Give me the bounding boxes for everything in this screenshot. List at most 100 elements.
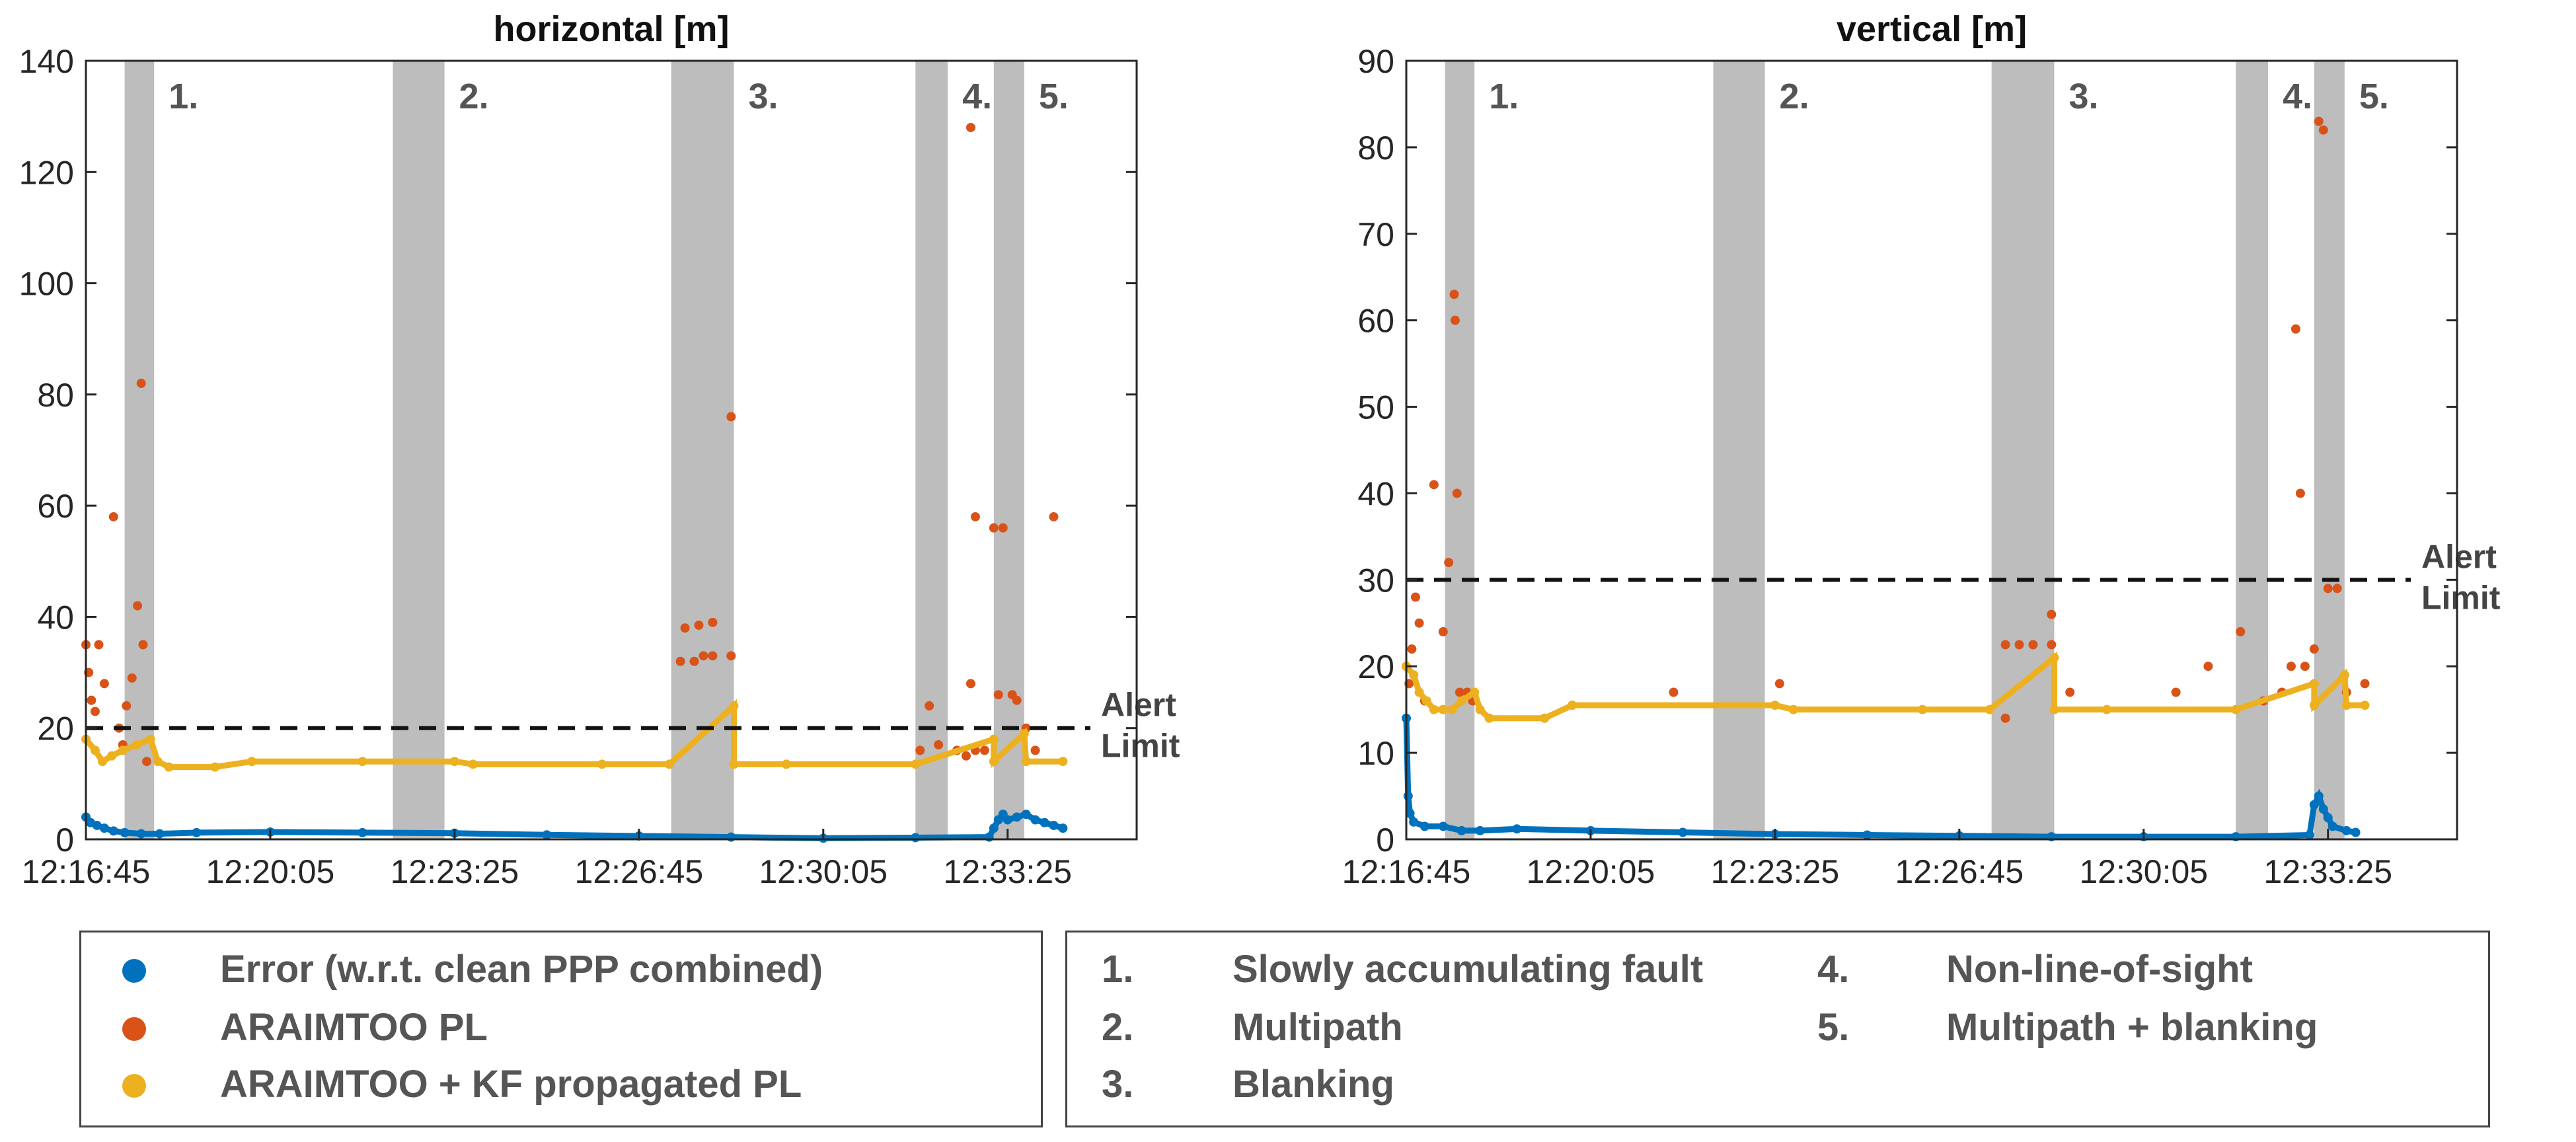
fault-region-2 — [1713, 61, 1765, 839]
fault-4-number: 4. — [1817, 948, 1850, 991]
data-point — [127, 673, 137, 683]
fault-5-number: 5. — [1817, 1006, 1850, 1049]
fault-2-number: 2. — [1102, 1006, 1134, 1049]
data-point — [2295, 488, 2305, 498]
charts-canvas: 1. 2. 3. 4. 5.AlertLimit02040608010012014012… — [19, 9, 2501, 890]
fault-2-name: Multipath — [1232, 1006, 1403, 1049]
fault-region-label-1: 1. — [169, 77, 198, 116]
fault-region-label-1: 1. — [1489, 77, 1519, 116]
chart-panel-horizontal: 1. 2. 3. 4. 5. Alert Limit 0 20 40 60 80 100 120 140 12… — [19, 9, 1180, 890]
legend-marker-kf-pl — [122, 1074, 146, 1098]
data-point — [1450, 315, 1460, 325]
fault-region-label-3: 3. — [749, 77, 778, 116]
fault-region-label-4: 4. — [962, 77, 992, 116]
data-point — [2047, 640, 2057, 650]
data-point — [2000, 713, 2010, 723]
x-tick-label: 12:16:45 — [22, 853, 151, 890]
data-point — [708, 651, 718, 661]
data-point — [99, 679, 109, 689]
data-point — [1444, 558, 1454, 568]
data-point — [708, 617, 718, 627]
y-tick-label: 60 — [1357, 303, 1394, 340]
alert-limit-label-1: Alert — [2421, 538, 2497, 575]
y-tick-label: 80 — [37, 377, 74, 414]
data-point — [133, 601, 143, 611]
x-tick-label: 12:33:25 — [943, 853, 1072, 890]
y-tick-label: 10 — [1357, 735, 1394, 772]
data-point — [1049, 512, 1059, 521]
series-0-points — [81, 810, 1068, 843]
data-point — [961, 751, 971, 761]
x-tick-label: 12:30:05 — [2079, 853, 2208, 890]
data-point — [1429, 480, 1439, 490]
axes-box — [1405, 59, 2458, 841]
data-point — [915, 745, 925, 755]
fault-region-3 — [671, 61, 734, 839]
fault-3-number: 3. — [1102, 1063, 1134, 1106]
y-tick-label: 90 — [1357, 43, 1394, 80]
data-point — [1030, 745, 1040, 755]
data-point — [998, 523, 1008, 533]
data-point — [1452, 488, 1462, 498]
fault-region-3 — [1991, 61, 2055, 839]
data-point — [675, 656, 685, 666]
alert-limit-label-1: Alert — [1101, 687, 1176, 724]
legend-marker-araimtoo-pl — [122, 1017, 146, 1041]
chart-title: vertical [m] — [1837, 9, 2027, 49]
data-point — [2332, 584, 2342, 593]
data-point — [1012, 695, 1022, 705]
y-tick-label: 50 — [1357, 389, 1394, 426]
fault-5-name: Multipath + blanking — [1946, 1006, 2318, 1049]
chart-panel-vertical: 1. 2. 3. 4. 5. Alert Limit 0 10 20 30 40 50 60 70 80 90 1… — [1342, 9, 2501, 890]
data-point — [2047, 609, 2057, 619]
y-tick-label: 100 — [19, 266, 74, 303]
series-0-line — [1403, 718, 2357, 840]
x-tick-label: 12:20:05 — [206, 853, 335, 890]
data-point — [2309, 644, 2319, 654]
alert-limit-label-2: Limit — [1101, 728, 1180, 765]
data-point — [2300, 662, 2310, 671]
y-tick-label: 60 — [37, 488, 74, 525]
data-point — [2014, 640, 2024, 650]
data-point — [979, 745, 989, 755]
fault-region-label-2: 2. — [459, 77, 489, 116]
data-point — [2286, 662, 2296, 671]
x-tick-label: 12:20:05 — [1527, 853, 1655, 890]
series-1-points — [1402, 116, 2370, 723]
series-2-line — [83, 699, 1063, 771]
data-point — [2171, 687, 2181, 697]
y-tick-label: 40 — [37, 599, 74, 636]
legend-label-error: Error (w.r.t. clean PPP combined) — [220, 948, 823, 991]
fault-4-name: Non-line-of-sight — [1946, 948, 2253, 991]
x-tick-label: 12:26:45 — [575, 853, 704, 890]
fault-region-5 — [2314, 61, 2345, 839]
data-point — [2360, 679, 2370, 689]
data-point — [993, 690, 1003, 700]
data-point — [108, 512, 118, 521]
data-point — [689, 656, 699, 666]
series-0-line — [83, 810, 1064, 841]
data-point — [122, 701, 132, 711]
data-point — [142, 757, 152, 767]
y-tick-label: 0 — [56, 821, 74, 858]
fault-region-4 — [915, 61, 948, 839]
y-tick-label: 120 — [19, 154, 74, 191]
x-tick-label: 12:23:25 — [391, 853, 519, 890]
y-tick-label: 70 — [1357, 216, 1394, 253]
data-point — [966, 679, 975, 689]
data-point — [94, 640, 104, 650]
fault-region-label-4: 4. — [2283, 77, 2312, 116]
fault-region-label-2: 2. — [1780, 77, 1809, 116]
fault-region-label-5: 5. — [1039, 77, 1069, 116]
series-legend: Error (w.r.t. clean PPP combined) ARAIMT… — [79, 931, 1043, 1127]
legend-label-araimtoo-pl: ARAIMTOO PL — [220, 1006, 488, 1049]
data-point — [90, 706, 100, 716]
fault-region-2 — [393, 61, 445, 839]
fault-3-name: Blanking — [1232, 1063, 1394, 1106]
data-point — [2323, 584, 2333, 593]
data-point — [136, 379, 146, 389]
data-point — [925, 701, 934, 711]
fault-region-5 — [993, 61, 1024, 839]
data-point — [1449, 289, 1459, 299]
x-tick-label: 12:16:45 — [1342, 853, 1471, 890]
